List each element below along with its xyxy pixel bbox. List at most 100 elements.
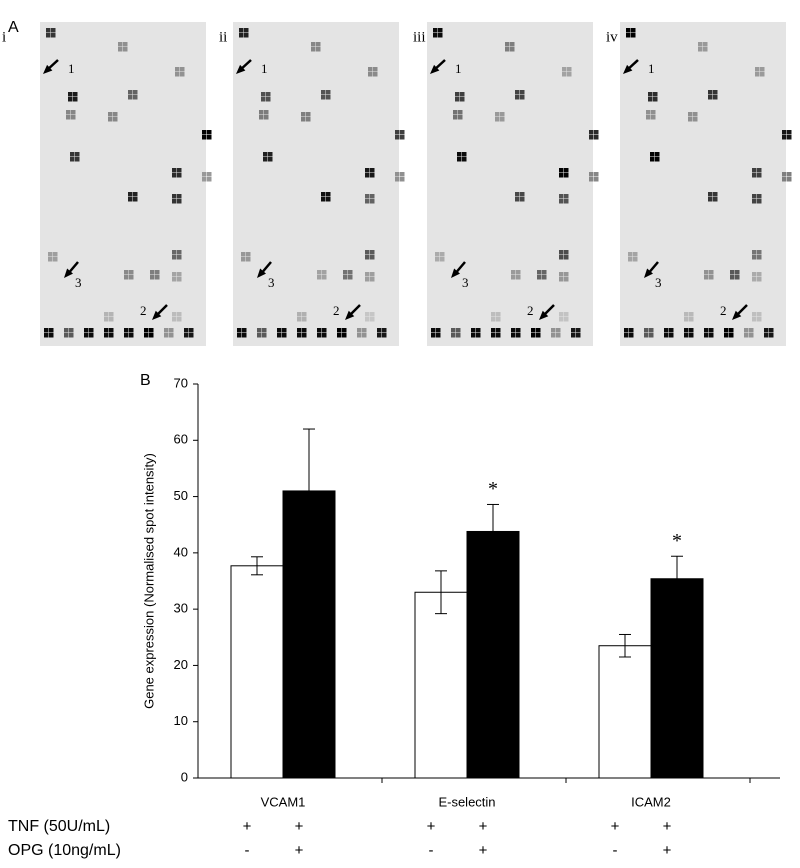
spot (542, 270, 547, 275)
x-tick-label: VCAM1 (261, 794, 306, 809)
spot (451, 333, 456, 338)
spot (317, 270, 322, 275)
error-bar (303, 428, 315, 554)
spot (752, 194, 757, 199)
arrow-label: 1 (648, 61, 655, 76)
spot (500, 117, 505, 122)
spot (576, 333, 581, 338)
spot (382, 333, 387, 338)
spot (64, 333, 69, 338)
spot (704, 270, 709, 275)
spot (531, 328, 536, 333)
spot (400, 172, 405, 177)
spot (172, 312, 177, 317)
spot (757, 312, 762, 317)
spot (71, 110, 76, 115)
spot (757, 317, 762, 322)
y-axis-label: Gene expression (Normalised spot intensi… (141, 453, 156, 709)
arrow-head (64, 268, 73, 278)
condition-label: TNF (50U/mL) (8, 818, 110, 835)
spot (693, 117, 698, 122)
spot (177, 312, 182, 317)
arrow-head (732, 310, 742, 320)
spot (594, 135, 599, 140)
spot (237, 333, 242, 338)
spot (787, 177, 792, 182)
spot (787, 135, 792, 140)
spot (631, 33, 636, 38)
spot (669, 333, 674, 338)
spot (567, 67, 572, 72)
spot (129, 328, 134, 333)
spot (306, 117, 311, 122)
spot (629, 328, 634, 333)
spot (297, 312, 302, 317)
spot (277, 333, 282, 338)
spot (531, 333, 536, 338)
spot (752, 272, 757, 277)
spot (655, 152, 660, 157)
condition-mark: + (427, 818, 436, 835)
spot (536, 333, 541, 338)
spot (177, 255, 182, 260)
spot (708, 192, 713, 197)
spot (362, 333, 367, 338)
bar (466, 530, 520, 779)
spot (708, 95, 713, 100)
spot (650, 157, 655, 162)
spot (564, 277, 569, 282)
spot (471, 333, 476, 338)
spot (511, 333, 516, 338)
spot (649, 328, 654, 333)
spot (164, 328, 169, 333)
spot (244, 33, 249, 38)
spot (357, 328, 362, 333)
spot (66, 110, 71, 115)
condition-mark: + (663, 818, 672, 835)
spot (172, 199, 177, 204)
spot (684, 333, 689, 338)
spot (704, 328, 709, 333)
spot (559, 168, 564, 173)
spot (564, 250, 569, 255)
spot (261, 92, 266, 97)
spot (370, 173, 375, 178)
spot (172, 168, 177, 173)
spot (755, 67, 760, 72)
spot (370, 272, 375, 277)
spot (749, 333, 754, 338)
spot (571, 328, 576, 333)
arrow-head (152, 310, 162, 320)
condition-mark: + (295, 842, 304, 859)
spot (520, 90, 525, 95)
spot (559, 317, 564, 322)
arrow-label: 3 (462, 275, 469, 290)
spot (150, 270, 155, 275)
spot (177, 317, 182, 322)
spot (49, 333, 54, 338)
bar (414, 591, 468, 779)
spot (556, 328, 561, 333)
spot (73, 97, 78, 102)
spot (150, 275, 155, 280)
spot (648, 97, 653, 102)
spot (515, 197, 520, 202)
spot (456, 328, 461, 333)
spot (44, 333, 49, 338)
spot (520, 95, 525, 100)
spot (180, 67, 185, 72)
spot (128, 95, 133, 100)
spot (302, 328, 307, 333)
spot (264, 110, 269, 115)
spot (589, 130, 594, 135)
spot (207, 177, 212, 182)
spot (246, 257, 251, 262)
spot (113, 117, 118, 122)
error-bar (251, 556, 263, 576)
spot (302, 333, 307, 338)
spot (496, 333, 501, 338)
spot (133, 90, 138, 95)
spot (709, 328, 714, 333)
spot (644, 333, 649, 338)
spot (326, 90, 331, 95)
